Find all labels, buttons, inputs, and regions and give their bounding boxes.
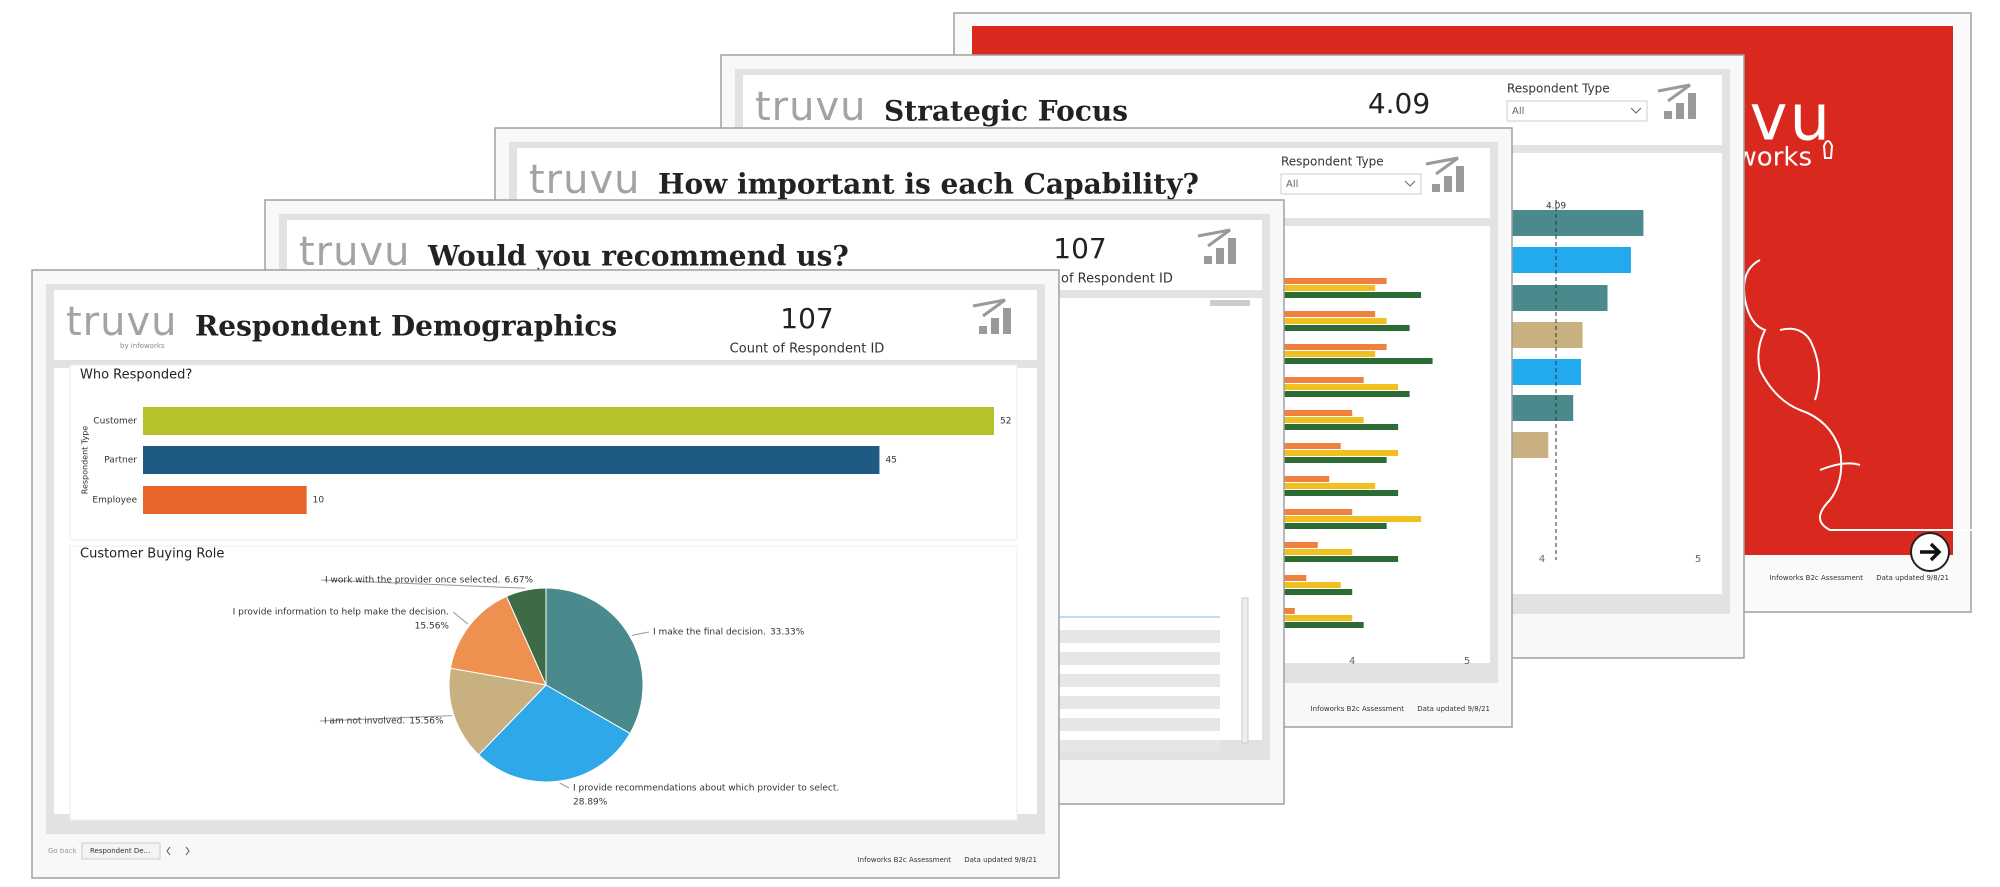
pie-label: I provide information to help make the d… <box>233 608 449 618</box>
kpi-label: of Respondent ID <box>1061 272 1173 287</box>
header-panel <box>54 290 1037 360</box>
report-icon-bar <box>1432 184 1440 192</box>
bar <box>143 446 880 474</box>
dropdown-chevron <box>1404 180 1416 187</box>
category-label: Partner <box>104 456 137 466</box>
leader-line <box>631 631 650 636</box>
category-label: Employee <box>92 496 137 506</box>
logo: truvu <box>755 84 867 130</box>
report-icon-bar <box>1228 238 1236 264</box>
pie-slice <box>477 684 631 783</box>
next-arrow <box>1920 542 1942 562</box>
bar <box>143 486 307 514</box>
pie-value-label: 6.67% <box>505 576 534 586</box>
page-tab-label: Respondent De... <box>90 847 150 855</box>
footer-updated: Data updated 9/8/21 <box>1417 705 1490 713</box>
reference-label: 4.09 <box>1546 202 1566 212</box>
leader-line <box>452 611 469 625</box>
filter-dropdown <box>1280 173 1422 195</box>
nav-arrows <box>166 846 190 856</box>
report-icon-bar <box>1204 256 1212 264</box>
filter-label: Respondent Type <box>1281 155 1384 169</box>
toolbar <box>1210 300 1250 306</box>
report-icon-bar <box>1688 93 1696 119</box>
logo: truvu <box>66 299 178 345</box>
filter-label: Respondent Type <box>1507 82 1610 96</box>
report-icon-bar <box>1444 176 1452 192</box>
bar <box>143 407 994 435</box>
report-icon-line <box>1197 228 1231 248</box>
chart-title: Who Responded? <box>80 368 192 383</box>
x-tick-label: 5 <box>1464 656 1470 667</box>
x-tick-label: 4 <box>1539 554 1545 565</box>
pie-slice <box>545 587 644 735</box>
report-icon-bar <box>1664 111 1672 119</box>
report-icon-bar <box>1216 248 1224 264</box>
report-icon-bar <box>991 318 999 334</box>
pie-value-label: 28.89% <box>573 798 608 808</box>
slide-title: Strategic Focus <box>884 95 1128 128</box>
page-tab[interactable] <box>81 842 161 860</box>
report-icon-line <box>1425 156 1459 176</box>
pie-slice <box>505 587 547 686</box>
pie-label: I am not involved. <box>324 717 405 727</box>
report-icon-bar <box>979 326 987 334</box>
value-label: 45 <box>885 456 896 466</box>
report-icon-bar <box>1003 308 1011 334</box>
footer-updated: Data updated 9/8/21 <box>964 856 1037 864</box>
value-label: 10 <box>313 496 325 506</box>
pie-label: I make the final decision. <box>653 628 766 638</box>
leader-line <box>319 715 452 722</box>
pie-value-label: 33.33% <box>770 628 805 638</box>
pie-slice <box>449 595 547 686</box>
kpi-value: 107 <box>780 302 833 335</box>
x-tick-label: 4 <box>1349 656 1355 667</box>
value-label: 52 <box>1000 417 1011 427</box>
filter-value: All <box>1512 106 1524 117</box>
footer-report: Infoworks B2c Assessment <box>858 856 952 864</box>
chart-title: Customer Buying Role <box>80 547 224 562</box>
report-icon-bar <box>1676 103 1684 119</box>
nav-back[interactable]: Go back <box>48 847 78 855</box>
y-axis-label: Respondent Type <box>81 426 90 495</box>
person-lineart <box>1743 259 1990 531</box>
logo-sub: by infoworks <box>120 342 165 350</box>
report-icon-line <box>1657 83 1691 103</box>
footer-report: Infoworks B2c Assessment <box>1770 574 1864 582</box>
kpi-value: 107 <box>1053 232 1106 265</box>
footer-report: Infoworks B2c Assessment <box>1311 705 1405 713</box>
report-icon-line <box>972 298 1006 318</box>
slide-title: How important is each Capability? <box>658 168 1199 201</box>
logo: truvu <box>299 229 411 275</box>
scrollbar <box>1241 597 1249 744</box>
pie-value-label: 15.56% <box>409 717 444 727</box>
pie-slice <box>448 667 548 756</box>
pie-label: I work with the provider once selected. <box>325 576 501 586</box>
leader-line <box>320 579 526 589</box>
rocket <box>1822 140 1834 159</box>
report-icon-bar <box>1456 166 1464 192</box>
slide-title: Would you recommend us? <box>427 240 849 273</box>
footer-updated: Data updated 9/8/21 <box>1876 574 1949 582</box>
pie-label: I provide recommendations about which pr… <box>573 784 839 794</box>
slide-title: Respondent Demographics <box>195 310 617 343</box>
x-tick-label: 5 <box>1695 554 1701 565</box>
logo: truvu <box>529 157 641 203</box>
category-label: Customer <box>93 417 137 427</box>
kpi-value: 4.09 <box>1368 87 1430 120</box>
dropdown-chevron <box>1630 107 1642 114</box>
filter-value: All <box>1286 179 1298 190</box>
kpi-label: Count of Respondent ID <box>730 342 885 357</box>
leader-line <box>559 782 570 789</box>
pie-value-label: 15.56% <box>415 622 450 632</box>
filter-dropdown <box>1506 100 1648 122</box>
